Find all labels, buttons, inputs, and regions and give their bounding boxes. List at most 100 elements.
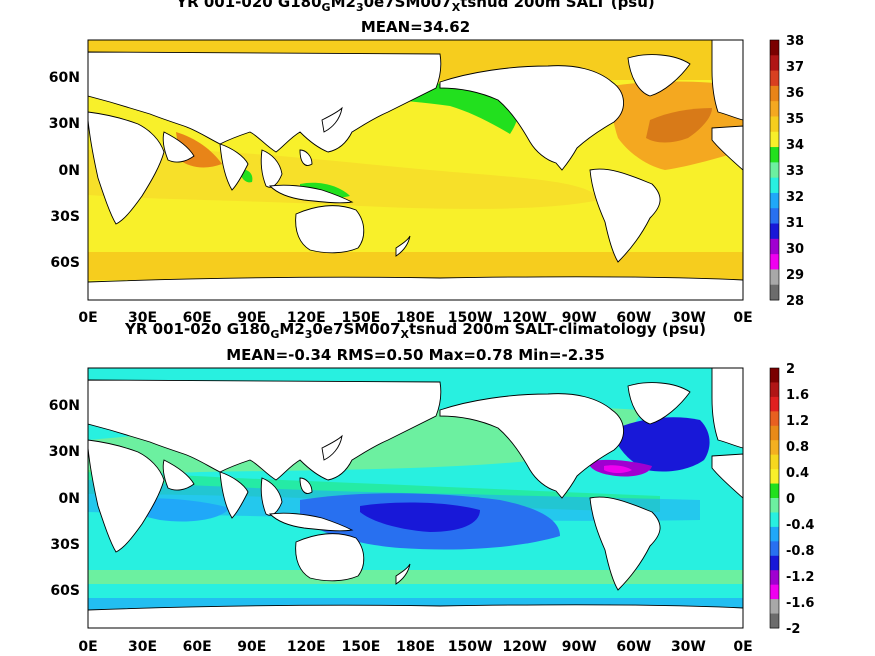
top-lat-label: 60N xyxy=(49,70,80,86)
top-colorbar-label: 34 xyxy=(786,138,804,153)
bottom-colorbar-swatch xyxy=(770,570,779,586)
top-lon-label: 90W xyxy=(562,310,597,326)
bottom-map-frame xyxy=(87,367,744,629)
bottom-colorbar-label: -2 xyxy=(786,622,800,637)
top-colorbar-label: 32 xyxy=(786,190,804,205)
bottom-colorbar-swatch xyxy=(770,526,779,542)
top-colorbar-swatch xyxy=(770,116,779,133)
top-colorbar-label: 31 xyxy=(786,216,804,231)
bottom-colorbar-swatch xyxy=(770,483,779,499)
top-colorbar-label: 30 xyxy=(786,242,804,257)
bottom-colorbar-label: -1.6 xyxy=(786,596,814,611)
top-lon-label: 150W xyxy=(448,310,493,326)
top-colorbar-swatch xyxy=(770,40,779,56)
top-colorbar-swatch xyxy=(770,162,779,179)
bottom-colorbar-swatch xyxy=(770,469,779,485)
top-colorbar-swatch xyxy=(770,192,779,209)
bottom-latitude-labels: 60N 30N 0N 30S 60S xyxy=(49,398,80,599)
bottom-colorbar-swatch xyxy=(770,396,779,412)
top-lon-label: 30W xyxy=(671,310,706,326)
top-colorbar-swatch xyxy=(770,70,779,87)
top-lon-label: 120W xyxy=(502,310,547,326)
top-colorbar-swatch xyxy=(770,208,779,225)
bottom-lon-label: 90E xyxy=(237,639,266,655)
bottom-lon-label: 150E xyxy=(342,639,381,655)
top-colorbar-label: 37 xyxy=(786,60,804,75)
bottom-colorbar-swatch xyxy=(770,498,779,513)
bottom-lat-label: 60N xyxy=(49,398,80,414)
top-colorbar-label: 28 xyxy=(786,294,804,309)
top-lat-label: 30S xyxy=(50,209,80,225)
bottom-colorbar-swatch xyxy=(770,411,779,427)
bottom-colorbar-swatch xyxy=(770,454,779,470)
top-map-stats: MEAN=34.62 xyxy=(360,18,471,36)
bottom-colorbar-label: 2 xyxy=(786,362,795,377)
bottom-colorbar-label: -1.2 xyxy=(786,570,814,585)
top-colorbar-label: 38 xyxy=(786,34,804,49)
top-map-title: YR 001-020 G180GM230e7SM007Xtsnud 200m S… xyxy=(176,0,655,14)
top-longitude-labels: 0E 30E 60E 90E 120E 150E 180E 150W 120W 90W 60W 30W… xyxy=(78,310,752,326)
bottom-colorbar-label: 0 xyxy=(786,492,795,507)
bottom-lat-label: 30S xyxy=(50,537,80,553)
bottom-colorbar-swatch xyxy=(770,541,779,557)
bottom-lat-label: 0N xyxy=(59,491,80,507)
bottom-colorbar-label: 0.8 xyxy=(786,440,809,455)
top-colorbar-swatch xyxy=(770,238,779,255)
top-colorbar-label: 36 xyxy=(786,86,804,101)
bottom-map-title: YR 001-020 G180GM230e7SM007Xtsnud 200m S… xyxy=(125,320,706,341)
bottom-colorbar-swatch xyxy=(770,613,779,629)
bottom-map-stats: MEAN=-0.34 RMS=0.50 Max=0.78 Min=-2.35 xyxy=(226,346,605,364)
top-colorbar: 38 37 36 35 34 33 32 31 30 29 28 xyxy=(769,34,804,309)
bottom-colorbar-label: 1.2 xyxy=(786,414,809,429)
top-latitude-labels: 60N 30N 0N 30S 60S xyxy=(49,70,80,271)
top-map-frame xyxy=(87,39,744,301)
top-lat-label: 0N xyxy=(59,163,80,179)
top-lon-label: 0E xyxy=(733,310,752,326)
bottom-lon-label: 0E xyxy=(78,639,97,655)
top-colorbar-swatch xyxy=(770,101,779,117)
bottom-lon-label: 60W xyxy=(616,639,651,655)
bottom-colorbar-swatch xyxy=(770,555,779,571)
bottom-colorbar-swatch xyxy=(770,512,779,528)
top-colorbar-swatch xyxy=(770,223,779,240)
bottom-lon-label: 0E xyxy=(733,639,752,655)
top-colorbar-swatch xyxy=(770,284,779,301)
bottom-lon-label: 90W xyxy=(562,639,597,655)
top-colorbar-swatch xyxy=(770,131,779,148)
top-lon-label: 30E xyxy=(128,310,157,326)
top-colorbar-swatch xyxy=(770,177,779,194)
top-colorbar-label: 35 xyxy=(786,112,804,127)
top-lat-label: 60S xyxy=(50,255,80,271)
bottom-lon-label: 180E xyxy=(396,639,435,655)
top-lon-label: 180E xyxy=(396,310,435,326)
bottom-lon-label: 60E xyxy=(183,639,212,655)
bottom-colorbar-swatch xyxy=(770,368,779,383)
bottom-lat-label: 60S xyxy=(50,583,80,599)
bottom-colorbar-swatch xyxy=(770,382,779,398)
bottom-colorbar-swatch xyxy=(770,599,779,615)
bottom-colorbar: 2 1.6 1.2 0.8 0.4 0 -0.4 -0.8 -1.2 -1.6 -2 xyxy=(769,362,814,637)
top-colorbar-swatch xyxy=(770,269,779,286)
top-lon-label: 120E xyxy=(287,310,326,326)
bottom-colorbar-swatch xyxy=(770,440,779,456)
top-colorbar-label: 33 xyxy=(786,164,804,179)
top-colorbar-swatch xyxy=(770,85,779,102)
top-colorbar-label: 29 xyxy=(786,268,804,283)
bottom-colorbar-label: 0.4 xyxy=(786,466,809,481)
bottom-lon-label: 120E xyxy=(287,639,326,655)
top-colorbar-swatch xyxy=(770,254,779,270)
bottom-lon-label: 30E xyxy=(128,639,157,655)
bottom-colorbar-swatch xyxy=(770,425,779,441)
bottom-lat-label: 30N xyxy=(49,444,80,460)
top-lon-label: 60E xyxy=(183,310,212,326)
bottom-lon-label: 30W xyxy=(671,639,706,655)
top-colorbar-swatch xyxy=(770,55,779,72)
top-colorbar-swatch xyxy=(770,147,779,163)
top-lon-label: 0E xyxy=(78,310,97,326)
bottom-colorbar-swatch xyxy=(770,584,779,600)
top-lat-label: 30N xyxy=(49,116,80,132)
bottom-lon-label: 150W xyxy=(448,639,493,655)
top-lon-label: 150E xyxy=(342,310,381,326)
bottom-longitude-labels: 0E 30E 60E 90E 120E 150E 180E 150W 120W 90W 60W 30W… xyxy=(78,639,752,655)
